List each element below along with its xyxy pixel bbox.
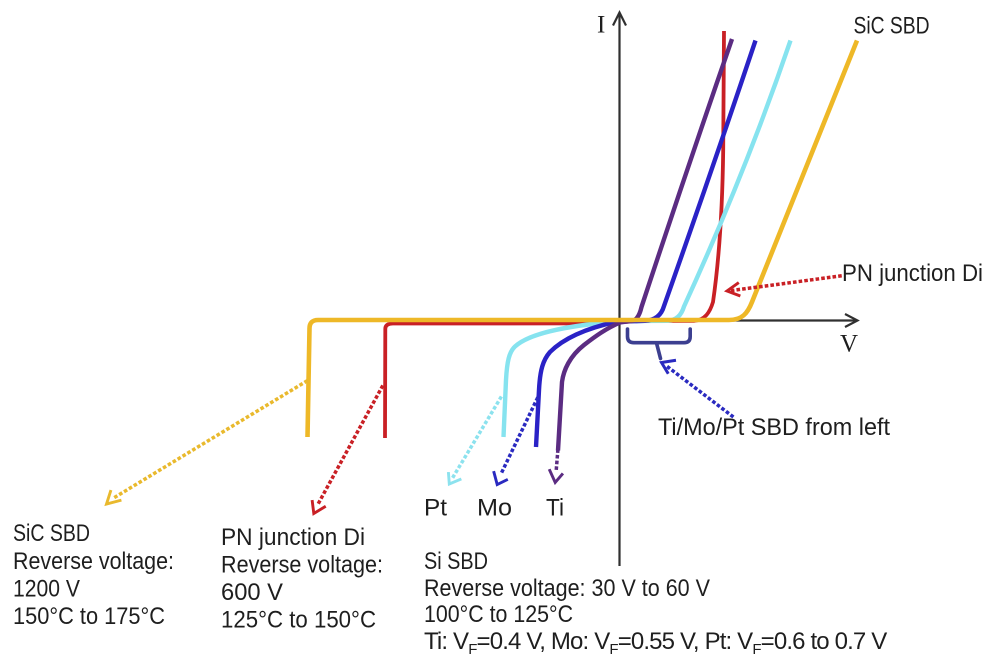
- svg-text:600 V: 600 V: [221, 579, 283, 606]
- svg-text:PN junction Di: PN junction Di: [842, 260, 983, 287]
- svg-text:Pt: Pt: [424, 495, 447, 522]
- svg-text:I: I: [597, 12, 605, 39]
- svg-text:PN junction Di: PN junction Di: [221, 524, 365, 551]
- svg-text:Ti: Ti: [546, 495, 564, 522]
- svg-text:Reverse voltage:: Reverse voltage:: [13, 548, 174, 575]
- svg-text:V: V: [840, 331, 858, 358]
- svg-text:Reverse voltage: 30 V to 60 V: Reverse voltage: 30 V to 60 V: [424, 575, 710, 602]
- svg-text:Mo: Mo: [477, 495, 512, 522]
- svg-text:100°C to 125°C: 100°C to 125°C: [424, 601, 573, 628]
- svg-text:150°C to 175°C: 150°C to 175°C: [13, 603, 165, 630]
- svg-text:1200 V: 1200 V: [13, 576, 80, 603]
- svg-text:Reverse voltage:: Reverse voltage:: [221, 552, 383, 579]
- svg-text:125°C to 150°C: 125°C to 150°C: [221, 607, 376, 634]
- svg-text:Ti/Mo/Pt SBD from left: Ti/Mo/Pt SBD from left: [658, 414, 890, 441]
- svg-text:Ti: VF=0.4 V, Mo: VF=0.55 V,: Ti: VF=0.4 V, Mo: VF=0.55 V, Pt: VF=0.6 …: [424, 628, 887, 658]
- svg-text:Si SBD: Si SBD: [424, 548, 488, 575]
- svg-text:SiC SBD: SiC SBD: [13, 520, 90, 547]
- svg-text:SiC SBD: SiC SBD: [854, 13, 930, 40]
